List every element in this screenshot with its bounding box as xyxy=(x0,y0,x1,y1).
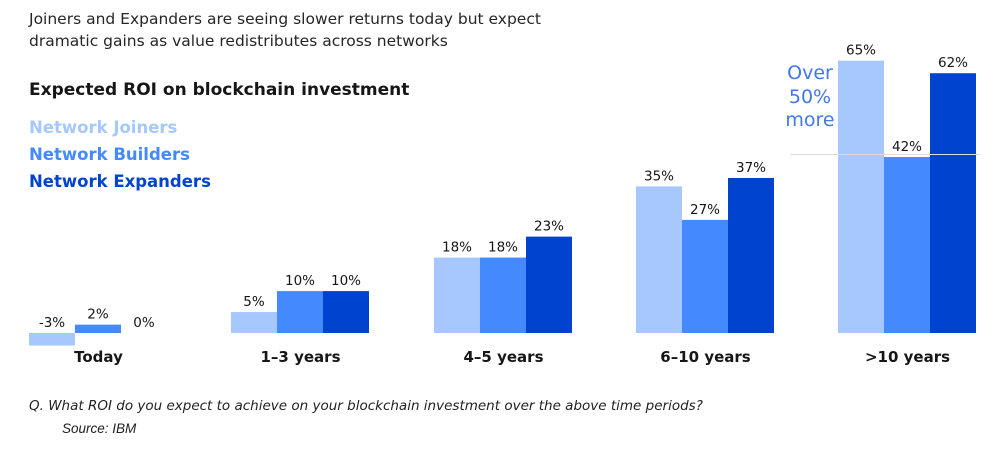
bar-label-0-1: 5% xyxy=(243,294,265,310)
bar-network-builders-1 xyxy=(277,291,323,333)
legend-item-network-expanders: Network Expanders xyxy=(29,172,211,191)
category-label-2: 4–5 years xyxy=(464,348,544,366)
bar-label-2-4: 62% xyxy=(938,55,968,71)
bar-label-1-1: 10% xyxy=(285,273,315,289)
source-note: Source: IBM xyxy=(62,421,137,436)
bar-label-1-3: 27% xyxy=(690,202,720,218)
bar-label-2-1: 10% xyxy=(331,273,361,289)
bar-network-builders-0 xyxy=(75,324,121,333)
chart-legend: Network Joiners Network Builders Network… xyxy=(29,114,211,195)
bar-network-builders-2 xyxy=(480,257,526,333)
bar-label-2-0: 0% xyxy=(133,315,155,331)
bar-label-0-3: 35% xyxy=(644,168,674,184)
bar-label-2-2: 23% xyxy=(534,219,564,235)
chart-title: Expected ROI on blockchain investment xyxy=(29,80,410,100)
bar-network-expanders-3 xyxy=(728,177,774,333)
category-label-4: >10 years xyxy=(865,348,950,366)
bar-network-joiners-0 xyxy=(29,333,75,346)
bar-network-expanders-2 xyxy=(526,236,572,333)
bar-network-expanders-4 xyxy=(930,73,976,333)
bar-label-0-4: 65% xyxy=(846,43,876,59)
chart-subtitle: Joiners and Expanders are seeing slower … xyxy=(29,10,541,50)
bar-network-builders-4 xyxy=(884,157,930,333)
bar-label-1-2: 18% xyxy=(488,240,518,256)
bar-label-1-0: 2% xyxy=(87,307,109,323)
callout-divider xyxy=(790,154,980,155)
callout-line-2: 50% xyxy=(788,85,832,108)
bar-network-builders-3 xyxy=(682,219,728,333)
callout-annotation: Over 50% more xyxy=(780,62,840,133)
category-label-0: Today xyxy=(74,348,123,366)
legend-item-network-builders: Network Builders xyxy=(29,145,190,164)
callout-line-3: more xyxy=(785,109,835,131)
bar-network-joiners-3 xyxy=(636,186,682,333)
bar-network-joiners-2 xyxy=(434,257,480,333)
legend-item-network-joiners: Network Joiners xyxy=(29,118,178,137)
bar-label-2-3: 37% xyxy=(736,160,766,176)
survey-question: Q. What ROI do you expect to achieve on … xyxy=(29,398,703,414)
callout-line-1: Over xyxy=(787,62,833,84)
category-label-1: 1–3 years xyxy=(261,348,341,366)
bar-network-joiners-1 xyxy=(231,312,277,333)
category-label-3: 6–10 years xyxy=(660,348,751,366)
bar-network-joiners-4 xyxy=(838,60,884,334)
bar-label-1-4: 42% xyxy=(892,139,922,155)
bar-network-expanders-1 xyxy=(323,291,369,333)
bar-label-0-0: -3% xyxy=(39,315,65,331)
bar-label-0-2: 18% xyxy=(442,240,472,256)
